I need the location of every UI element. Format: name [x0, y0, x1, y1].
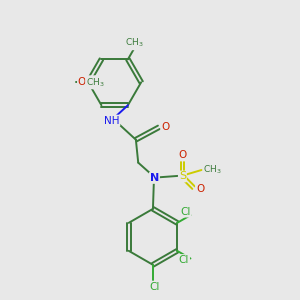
Text: CH$_3$: CH$_3$	[86, 76, 104, 88]
Text: N: N	[150, 173, 159, 183]
Text: O: O	[196, 184, 204, 194]
Text: Cl: Cl	[149, 283, 160, 292]
Text: O: O	[178, 150, 187, 160]
Text: CH$_3$: CH$_3$	[125, 37, 144, 50]
Text: Cl: Cl	[179, 255, 189, 265]
Text: Cl: Cl	[180, 207, 190, 217]
Text: S: S	[179, 172, 186, 182]
Text: NH: NH	[104, 116, 119, 125]
Text: CH$_3$: CH$_3$	[203, 164, 222, 176]
Text: O: O	[161, 122, 170, 132]
Text: O: O	[78, 77, 86, 87]
